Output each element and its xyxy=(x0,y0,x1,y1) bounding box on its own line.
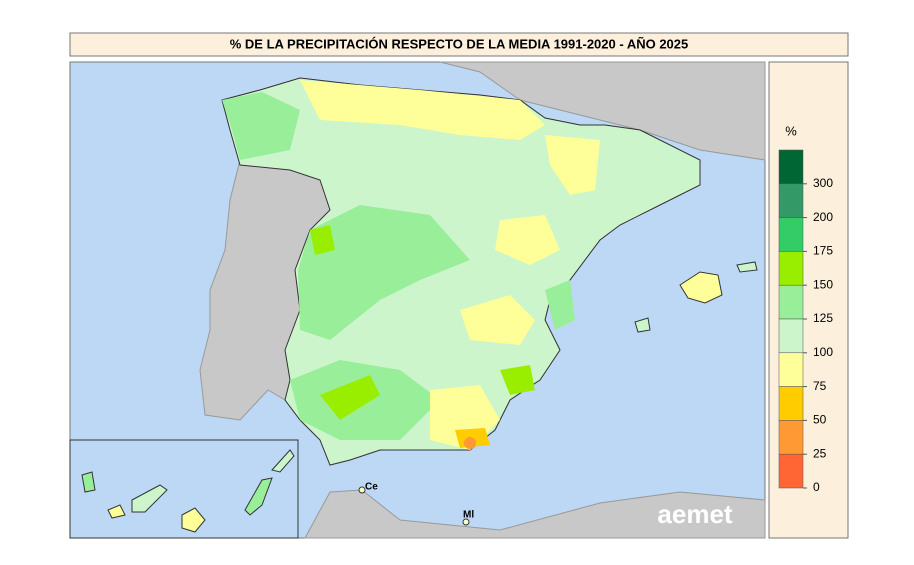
region-wet xyxy=(222,92,300,160)
mallorca xyxy=(679,271,723,304)
legend-swatch xyxy=(778,453,804,489)
legend-tick-label: 50 xyxy=(813,413,827,427)
region-wet-center xyxy=(298,205,470,340)
legend-swatch xyxy=(778,183,804,218)
island xyxy=(181,507,206,533)
legend: 300 200 175 150 125 100 75 50 25 0 xyxy=(778,149,833,494)
place-label: Ce xyxy=(365,482,378,493)
legend-tick-label: 25 xyxy=(813,446,827,460)
legend-tick-label: 300 xyxy=(813,176,833,190)
region-dry-east xyxy=(495,215,560,265)
ibiza xyxy=(634,317,651,333)
legend-swatch xyxy=(778,386,804,421)
legend-tick-label: 175 xyxy=(813,244,833,258)
place-label: Ml xyxy=(463,510,474,521)
legend-tick-label: 125 xyxy=(813,311,833,325)
legend-swatch xyxy=(778,251,804,286)
region-dry-north xyxy=(300,80,545,140)
region-dry-center xyxy=(460,295,535,345)
title-box xyxy=(69,32,849,57)
place-marker xyxy=(358,486,366,494)
legend-swatch xyxy=(778,352,804,387)
region-wet-east xyxy=(545,280,575,330)
island xyxy=(244,477,273,516)
island xyxy=(271,449,295,473)
region-driest xyxy=(464,437,476,449)
logo: aemet xyxy=(657,499,732,529)
legend-tick-label: 0 xyxy=(813,480,820,494)
title: % DE LA PRECIPITACIÓN RESPECTO DE LA MED… xyxy=(230,36,689,51)
legend-tick-label: 100 xyxy=(813,345,833,359)
legend-swatch xyxy=(778,420,804,455)
island xyxy=(107,504,126,519)
legend-unit: % xyxy=(785,123,797,138)
legend-tick-label: 75 xyxy=(813,379,827,393)
legend-tick-label: 150 xyxy=(813,277,833,291)
region-very-wet-w xyxy=(310,225,335,255)
legend-swatch xyxy=(778,149,804,185)
island xyxy=(81,471,96,493)
africa xyxy=(304,489,766,539)
legend-tick-label: 200 xyxy=(813,210,833,224)
region-very-wet-se xyxy=(500,365,535,395)
region-very-wet-sw xyxy=(320,375,380,420)
legend-swatch xyxy=(778,217,804,252)
region-dry-ne xyxy=(545,135,600,195)
legend-swatch xyxy=(778,318,804,354)
island xyxy=(131,484,168,513)
legend-swatch xyxy=(778,284,804,320)
place-marker xyxy=(462,518,470,526)
menorca xyxy=(736,261,758,273)
france xyxy=(439,61,766,161)
